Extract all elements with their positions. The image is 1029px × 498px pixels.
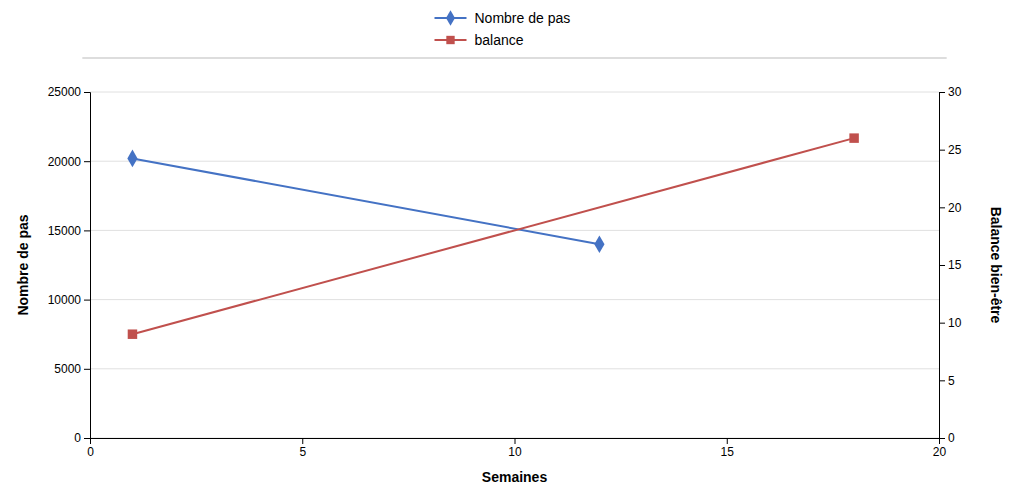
axis-line	[940, 93, 946, 439]
x-axis: 0 5 10 15 20	[87, 438, 946, 459]
tick-label: 15	[948, 258, 962, 272]
grid	[90, 92, 939, 438]
tick-mark	[939, 380, 945, 381]
tick-label: 20	[933, 445, 947, 459]
axis-line	[84, 93, 91, 439]
x-axis-title: Semaines	[482, 469, 548, 485]
y-axis: 0 5000 10000 15000 20000 25000	[48, 85, 91, 445]
tick-mark	[302, 438, 303, 444]
tick-mark	[939, 150, 945, 151]
legend-item: balance	[435, 32, 524, 48]
tick: 25	[939, 143, 962, 157]
tick-mark	[84, 230, 90, 231]
tick-mark	[939, 438, 945, 439]
tick: 10	[508, 438, 522, 459]
tick-mark	[84, 92, 90, 93]
grid-line	[90, 161, 939, 162]
y-axis-title: Nombre de pas	[15, 214, 31, 315]
tick: 10	[939, 316, 962, 330]
point	[849, 133, 858, 142]
tick-mark	[84, 369, 90, 370]
chart: 0510152005000100001500020000250000510152…	[0, 0, 1029, 498]
tick-label: 5	[948, 374, 955, 388]
tick: 0	[87, 438, 94, 459]
tick-mark	[84, 438, 90, 439]
tick: 15	[721, 438, 735, 459]
tick-label: 25000	[48, 85, 82, 99]
axis-line	[91, 439, 940, 445]
tick-mark	[84, 161, 90, 162]
tick-mark	[727, 438, 728, 444]
y2-axis: 0 5 10 15 20 25 30	[939, 85, 962, 445]
tick: 15000	[48, 224, 90, 238]
tick-label: 20	[948, 201, 962, 215]
legend-marker	[446, 10, 455, 26]
tick-label: 0	[87, 445, 94, 459]
separator	[82, 58, 946, 59]
tick-mark	[515, 438, 516, 444]
legend-item: Nombre de pas	[435, 10, 571, 26]
tick-mark	[939, 207, 945, 208]
tick-mark	[939, 92, 945, 93]
plot-area: 0510152005000100001500020000250000510152…	[15, 85, 1004, 485]
tick-mark	[84, 300, 90, 301]
tick: 5	[299, 438, 306, 459]
tick-label: 10000	[48, 293, 82, 307]
tick-mark	[939, 323, 945, 324]
tick: 5	[939, 374, 955, 388]
tick-label: 20000	[48, 155, 82, 169]
tick-label: 15000	[48, 224, 82, 238]
tick-label: 0	[948, 431, 955, 445]
tick: 10000	[48, 293, 90, 307]
grid-line	[90, 368, 939, 369]
point	[594, 235, 604, 253]
tick: 0	[939, 431, 955, 445]
tick-label: 30	[948, 85, 962, 99]
tick: 15	[939, 258, 962, 272]
tick: 25000	[48, 85, 90, 99]
legend-label: Nombre de pas	[475, 10, 571, 26]
grid-line	[90, 299, 939, 300]
tick: 5000	[54, 362, 90, 376]
tick-label: 5000	[54, 362, 81, 376]
tick-label: 25	[948, 143, 962, 157]
y2-axis-title: Balance bien-être	[988, 207, 1004, 324]
series-line	[132, 158, 599, 244]
tick-label: 10	[948, 316, 962, 330]
series-line	[132, 138, 854, 334]
legend-label: balance	[475, 32, 524, 48]
tick-label: 0	[74, 431, 81, 445]
legend: Nombre de pas balance	[435, 10, 571, 48]
tick-label: 10	[508, 445, 522, 459]
grid-line	[90, 92, 939, 93]
point	[127, 150, 137, 168]
tick: 20	[933, 438, 947, 459]
point	[128, 329, 137, 338]
tick: 30	[939, 85, 962, 99]
tick-label: 5	[299, 445, 306, 459]
marks	[127, 133, 858, 339]
tick: 20000	[48, 155, 90, 169]
tick-mark	[939, 265, 945, 266]
legend-marker	[446, 36, 454, 44]
tick-label: 15	[721, 445, 735, 459]
tick: 20	[939, 201, 962, 215]
tick: 0	[74, 431, 90, 445]
